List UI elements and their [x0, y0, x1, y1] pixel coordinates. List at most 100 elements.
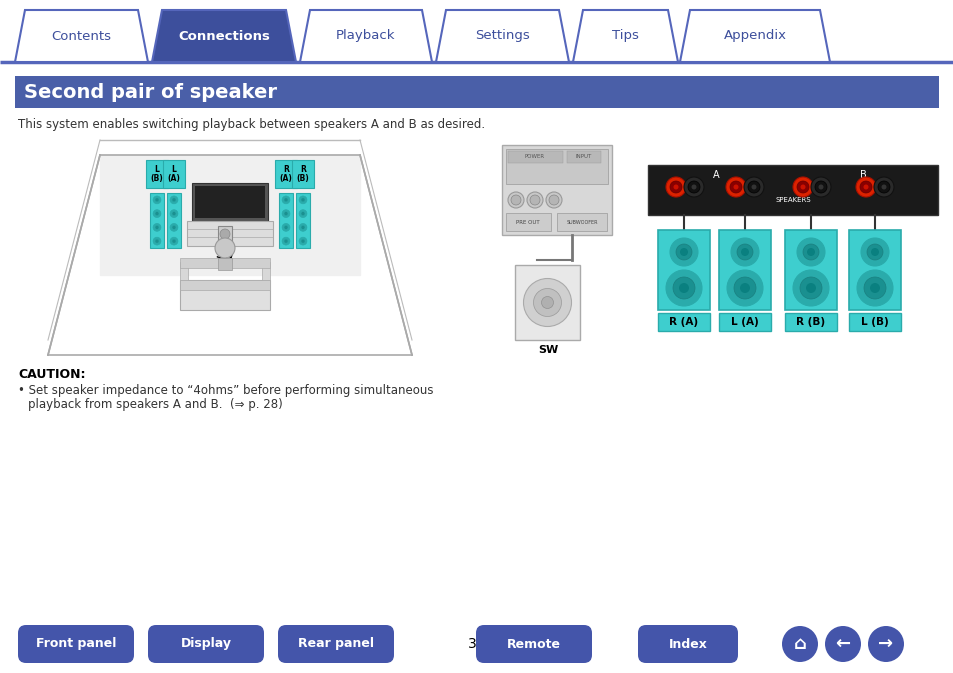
Circle shape	[867, 626, 903, 662]
Text: L
(A): L (A)	[168, 165, 180, 183]
Polygon shape	[152, 10, 295, 62]
Circle shape	[301, 239, 305, 243]
Bar	[180, 258, 270, 268]
Text: Tips: Tips	[612, 30, 639, 42]
Circle shape	[869, 283, 879, 293]
Circle shape	[282, 196, 290, 204]
Circle shape	[526, 192, 542, 208]
Circle shape	[862, 184, 867, 190]
Text: L (A): L (A)	[730, 317, 758, 327]
Bar	[187, 221, 273, 246]
Text: POWER: POWER	[524, 155, 544, 160]
Circle shape	[796, 181, 808, 193]
FancyBboxPatch shape	[476, 625, 592, 663]
Text: Appendix: Appendix	[722, 30, 785, 42]
Text: R (A): R (A)	[669, 317, 698, 327]
Bar	[719, 313, 770, 331]
Circle shape	[873, 177, 893, 197]
FancyBboxPatch shape	[638, 625, 738, 663]
Text: L
(B): L (B)	[151, 165, 163, 183]
Circle shape	[751, 184, 756, 190]
Bar	[146, 160, 168, 188]
Circle shape	[507, 192, 523, 208]
Bar	[163, 160, 185, 188]
Circle shape	[299, 210, 307, 217]
Circle shape	[733, 277, 755, 299]
Circle shape	[818, 184, 822, 190]
Circle shape	[856, 270, 892, 306]
Circle shape	[172, 198, 175, 202]
Text: R (B): R (B)	[796, 317, 824, 327]
Circle shape	[740, 248, 748, 256]
Polygon shape	[100, 155, 359, 275]
Circle shape	[679, 248, 687, 256]
Text: Index: Index	[668, 637, 707, 651]
Bar	[180, 280, 270, 290]
Circle shape	[733, 184, 738, 190]
Circle shape	[170, 196, 177, 204]
Circle shape	[800, 184, 804, 190]
Circle shape	[800, 277, 821, 299]
Circle shape	[170, 210, 177, 217]
FancyBboxPatch shape	[277, 625, 394, 663]
Circle shape	[691, 184, 696, 190]
Circle shape	[214, 238, 234, 258]
Circle shape	[301, 198, 305, 202]
Circle shape	[737, 244, 752, 260]
Text: Rear panel: Rear panel	[297, 637, 374, 651]
Circle shape	[301, 225, 305, 229]
Circle shape	[172, 212, 175, 215]
Circle shape	[530, 195, 539, 205]
Text: ←: ←	[835, 635, 850, 653]
Text: SW: SW	[537, 345, 558, 355]
Text: Display: Display	[180, 637, 232, 651]
Circle shape	[806, 248, 814, 256]
Text: Contents: Contents	[51, 30, 112, 42]
Text: 31: 31	[468, 637, 485, 651]
Circle shape	[870, 248, 878, 256]
Bar	[274, 160, 296, 188]
Circle shape	[282, 223, 290, 232]
Circle shape	[687, 181, 700, 193]
Bar	[218, 226, 232, 242]
Circle shape	[859, 181, 871, 193]
Polygon shape	[436, 10, 568, 62]
Circle shape	[665, 270, 701, 306]
Text: INPUT: INPUT	[576, 155, 592, 160]
Circle shape	[299, 237, 307, 245]
Bar	[262, 262, 270, 280]
FancyBboxPatch shape	[18, 625, 133, 663]
Circle shape	[284, 225, 288, 229]
Circle shape	[152, 223, 161, 232]
Circle shape	[155, 239, 159, 243]
Circle shape	[673, 184, 678, 190]
Text: SW: SW	[215, 250, 234, 260]
Circle shape	[152, 196, 161, 204]
Circle shape	[863, 277, 885, 299]
Bar	[505, 213, 551, 231]
Bar	[192, 183, 268, 221]
Bar	[180, 280, 270, 310]
Circle shape	[725, 177, 745, 197]
Bar	[501, 145, 612, 235]
Bar	[515, 265, 579, 340]
Circle shape	[792, 270, 828, 306]
Bar	[507, 151, 562, 163]
Circle shape	[170, 223, 177, 232]
Polygon shape	[15, 10, 148, 62]
Circle shape	[866, 244, 882, 260]
Text: R
(A): R (A)	[279, 165, 293, 183]
Text: Settings: Settings	[475, 30, 529, 42]
Text: SPEAKERS: SPEAKERS	[775, 197, 810, 203]
Circle shape	[730, 238, 759, 266]
Bar	[194, 186, 265, 218]
Circle shape	[541, 297, 553, 308]
Circle shape	[172, 225, 175, 229]
Circle shape	[220, 229, 230, 239]
Text: ⌂: ⌂	[793, 635, 805, 653]
Circle shape	[781, 626, 817, 662]
Circle shape	[155, 225, 159, 229]
Circle shape	[669, 181, 681, 193]
Polygon shape	[573, 10, 678, 62]
Circle shape	[284, 198, 288, 202]
